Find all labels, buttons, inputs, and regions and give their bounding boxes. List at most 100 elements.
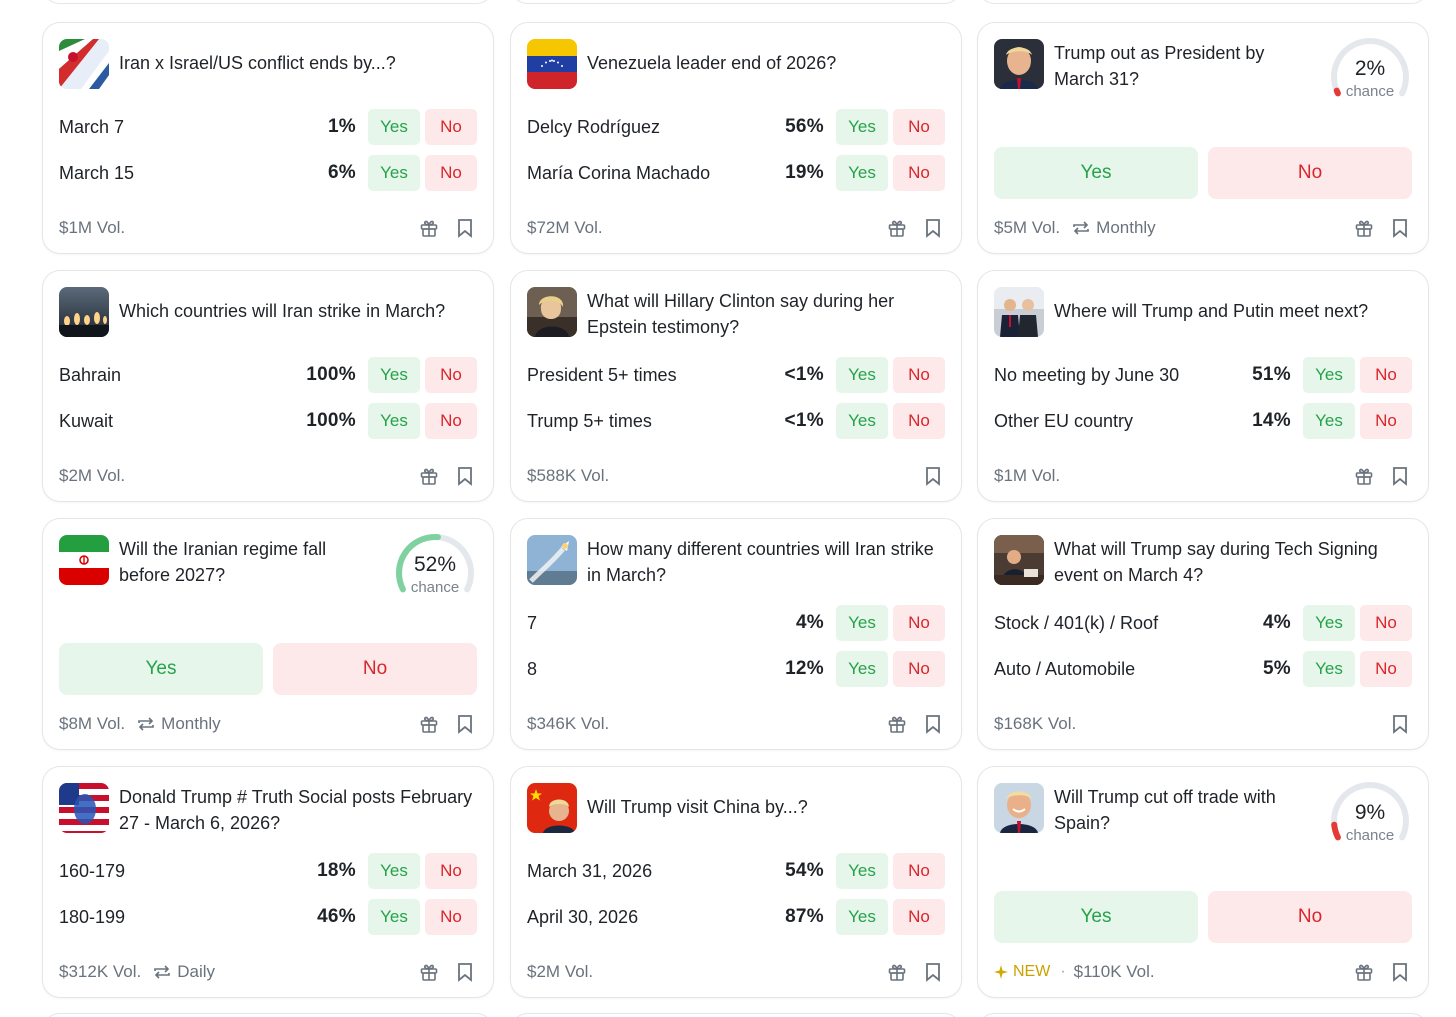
yes-button[interactable]: Yes — [836, 155, 888, 191]
no-button[interactable]: No — [893, 155, 945, 191]
market-title[interactable]: What will Trump say during Tech Signing … — [1054, 539, 1378, 585]
yes-button[interactable]: Yes — [368, 357, 420, 393]
bookmark-icon[interactable] — [453, 960, 477, 984]
bookmark-icon[interactable] — [453, 216, 477, 240]
no-button[interactable]: No — [1360, 605, 1412, 641]
no-button[interactable]: No — [425, 155, 477, 191]
no-button[interactable]: No — [893, 109, 945, 145]
market-title[interactable]: Trump out as President by March 31? — [1054, 43, 1265, 89]
no-button[interactable]: No — [893, 899, 945, 935]
market-title[interactable]: Which countries will Iran strike in Marc… — [119, 301, 446, 321]
gift-icon[interactable] — [885, 960, 909, 984]
no-button[interactable]: No — [425, 899, 477, 935]
card-partial-top[interactable] — [510, 0, 962, 4]
no-button[interactable]: No — [893, 651, 945, 687]
no-button[interactable]: No — [425, 357, 477, 393]
bookmark-icon[interactable] — [1388, 960, 1412, 984]
gift-icon[interactable] — [1352, 216, 1376, 240]
market-title[interactable]: Where will Trump and Putin meet next? — [1054, 301, 1369, 321]
market-title[interactable]: Will the Iranian regime fall before 2027… — [119, 539, 327, 585]
no-button[interactable]: No — [1360, 651, 1412, 687]
yes-button[interactable]: Yes — [1303, 605, 1355, 641]
yes-button[interactable]: Yes — [368, 155, 420, 191]
card-partial-bottom[interactable] — [977, 1013, 1429, 1017]
no-button[interactable]: No — [893, 853, 945, 889]
bookmark-icon[interactable] — [921, 464, 945, 488]
card-partial-bottom[interactable] — [42, 1013, 494, 1017]
yes-button[interactable]: Yes — [368, 899, 420, 935]
yes-button[interactable]: Yes — [994, 147, 1198, 199]
outcome-row: 7 4% Yes No — [527, 605, 945, 641]
market-card[interactable]: Venezuela leader end of 2026? Delcy Rodr… — [510, 22, 962, 254]
market-card[interactable]: Will Trump cut off trade with Spain? 9% … — [977, 766, 1429, 998]
no-button[interactable]: No — [1360, 357, 1412, 393]
yes-button[interactable]: Yes — [59, 643, 263, 695]
yes-button[interactable]: Yes — [836, 109, 888, 145]
yes-button[interactable]: Yes — [1303, 651, 1355, 687]
market-title[interactable]: How many different countries will Iran s… — [587, 539, 934, 585]
bookmark-icon[interactable] — [921, 712, 945, 736]
no-button[interactable]: No — [1360, 403, 1412, 439]
bookmark-icon[interactable] — [1388, 216, 1412, 240]
yes-button[interactable]: Yes — [836, 605, 888, 641]
chance-gauge: 52% chance — [393, 531, 477, 601]
market-title[interactable]: Will Trump visit China by...? — [587, 797, 808, 817]
bookmark-icon[interactable] — [1388, 712, 1412, 736]
card-partial-bottom[interactable] — [510, 1013, 962, 1017]
gift-icon[interactable] — [885, 712, 909, 736]
market-card[interactable]: Trump out as President by March 31? 2% c… — [977, 22, 1429, 254]
venezuela-flag-icon — [527, 39, 577, 89]
chance-gauge: 2% chance — [1328, 35, 1412, 105]
bookmark-icon[interactable] — [921, 960, 945, 984]
yes-button[interactable]: Yes — [836, 403, 888, 439]
market-card[interactable]: What will Hillary Clinton say during her… — [510, 270, 962, 502]
gift-icon[interactable] — [885, 216, 909, 240]
market-card[interactable]: Will Trump visit China by...? March 31, … — [510, 766, 962, 998]
no-button[interactable]: No — [893, 357, 945, 393]
gift-icon[interactable] — [417, 464, 441, 488]
no-button[interactable]: No — [1208, 147, 1412, 199]
bookmark-icon[interactable] — [453, 712, 477, 736]
gift-icon[interactable] — [417, 216, 441, 240]
no-button[interactable]: No — [425, 403, 477, 439]
no-button[interactable]: No — [1208, 891, 1412, 943]
market-title[interactable]: What will Hillary Clinton say during her… — [587, 291, 895, 337]
yes-button[interactable]: Yes — [836, 651, 888, 687]
market-card[interactable]: How many different countries will Iran s… — [510, 518, 962, 750]
market-card[interactable]: Donald Trump # Truth Social posts Februa… — [42, 766, 494, 998]
bookmark-icon[interactable] — [921, 216, 945, 240]
gift-icon[interactable] — [1352, 464, 1376, 488]
market-title[interactable]: Iran x Israel/US conflict ends by...? — [119, 53, 396, 73]
yes-button[interactable]: Yes — [368, 853, 420, 889]
volume-text: $2M Vol. — [527, 962, 594, 981]
yes-button[interactable]: Yes — [368, 109, 420, 145]
market-card[interactable]: Where will Trump and Putin meet next? No… — [977, 270, 1429, 502]
yes-button[interactable]: Yes — [994, 891, 1198, 943]
bookmark-icon[interactable] — [1388, 464, 1412, 488]
no-button[interactable]: No — [273, 643, 477, 695]
market-title[interactable]: Donald Trump # Truth Social posts Februa… — [119, 787, 473, 833]
market-title[interactable]: Will Trump cut off trade with Spain? — [1054, 787, 1276, 833]
gift-icon[interactable] — [417, 960, 441, 984]
no-button[interactable]: No — [425, 853, 477, 889]
gift-icon[interactable] — [1352, 960, 1376, 984]
gift-icon[interactable] — [417, 712, 441, 736]
market-card[interactable]: Will the Iranian regime fall before 2027… — [42, 518, 494, 750]
yes-button[interactable]: Yes — [1303, 357, 1355, 393]
yes-button[interactable]: Yes — [836, 853, 888, 889]
yes-button[interactable]: Yes — [368, 403, 420, 439]
market-card[interactable]: Which countries will Iran strike in Marc… — [42, 270, 494, 502]
yes-button[interactable]: Yes — [836, 899, 888, 935]
yes-button[interactable]: Yes — [836, 357, 888, 393]
card-partial-top[interactable] — [42, 0, 494, 4]
market-card[interactable]: Iran x Israel/US conflict ends by...? Ma… — [42, 22, 494, 254]
card-footer: $2M Vol. — [527, 957, 945, 987]
no-button[interactable]: No — [893, 403, 945, 439]
market-title[interactable]: Venezuela leader end of 2026? — [587, 53, 837, 73]
market-card[interactable]: What will Trump say during Tech Signing … — [977, 518, 1429, 750]
no-button[interactable]: No — [425, 109, 477, 145]
no-button[interactable]: No — [893, 605, 945, 641]
yes-button[interactable]: Yes — [1303, 403, 1355, 439]
card-partial-top[interactable] — [977, 0, 1429, 4]
bookmark-icon[interactable] — [453, 464, 477, 488]
